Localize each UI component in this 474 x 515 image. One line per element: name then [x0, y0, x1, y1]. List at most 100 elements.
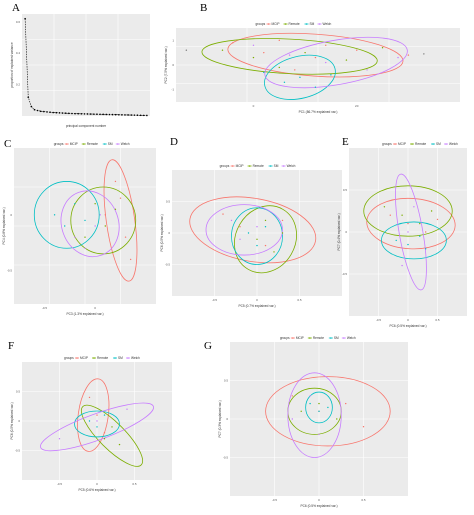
scree-point: [111, 113, 114, 116]
scree-point: [117, 113, 120, 116]
legend-key-point: [318, 23, 321, 25]
scree-point: [133, 114, 136, 116]
point-mcip: [291, 395, 293, 397]
point-welch: [256, 226, 258, 228]
y-tick-label: 0: [226, 417, 228, 421]
point-remote: [278, 66, 280, 69]
point-sm: [96, 426, 98, 428]
point-remote: [281, 232, 284, 234]
point-remote: [221, 49, 224, 51]
legend-label: MCIP: [296, 336, 304, 340]
point-welch: [99, 214, 101, 216]
x-axis-label: PC6 (0.5% explained var.): [300, 504, 337, 508]
y-tick-label: 0.5: [224, 379, 229, 383]
point-mcip: [119, 197, 122, 199]
panel-e: PC6 (0.5% explained var.) PC7 (0.4% expla…: [337, 142, 467, 328]
x-axis-label: PC6 (0.5% explained var.): [389, 324, 426, 328]
point-welch: [397, 56, 399, 59]
y-tick-label: -0.5: [15, 449, 21, 453]
scree-point: [58, 112, 61, 114]
panel-letter-b: B: [200, 2, 208, 14]
point-mcip: [104, 214, 106, 216]
point-sm: [299, 76, 301, 79]
point-mcip: [124, 236, 127, 238]
ellipse-mcip: [189, 196, 317, 264]
legend-label: Welch: [131, 356, 140, 360]
point-welch: [96, 420, 98, 422]
scree-point: [80, 113, 83, 115]
point-remote: [118, 443, 121, 446]
point-sm: [84, 219, 86, 222]
panel-c: PC3 (1.3% explained var.) PC4 (0.8% expla…: [2, 142, 156, 316]
point-mcip: [222, 213, 224, 215]
point-sm: [88, 420, 91, 422]
scree-point: [74, 112, 76, 115]
point-remote: [401, 214, 403, 216]
point-remote: [94, 203, 96, 205]
point-mcip: [436, 218, 439, 221]
point-sm: [425, 248, 427, 250]
point-sm: [407, 243, 409, 246]
x-axis-label: PC3 (1.3% explained var.): [66, 312, 103, 316]
point-sm: [419, 235, 421, 237]
point-mcip: [356, 49, 358, 51]
point-sm: [247, 232, 250, 234]
scree-point: [77, 112, 79, 115]
legend-key-point: [76, 357, 78, 359]
ellipse-welch: [395, 173, 427, 291]
scree-point: [33, 108, 36, 111]
scree-point: [43, 110, 45, 113]
point-remote: [256, 238, 258, 240]
scree-point: [68, 112, 70, 115]
scree-point: [142, 114, 145, 117]
legend-key-point: [93, 357, 95, 359]
point-welch: [413, 206, 415, 208]
x-axis-label: PC5 (0.7% explained var.): [238, 304, 275, 308]
legend: groups MCIP Remote SM Welch: [64, 356, 140, 360]
legend-key-point: [231, 165, 234, 167]
outlier-point: [423, 53, 425, 55]
legend-label: SM: [118, 356, 123, 360]
point-mcip: [325, 44, 327, 46]
scree-point: [96, 113, 98, 115]
y-axis-label: PC6 (0.5% explained var.): [160, 214, 164, 251]
ellipse-mcip: [77, 378, 110, 452]
point-mcip: [294, 69, 296, 71]
scree-point: [52, 111, 55, 114]
y-tick-label: -0.5: [342, 272, 348, 276]
legend-key-point: [282, 165, 285, 167]
point-mcip: [314, 56, 317, 59]
panel-a: principal component number proportion of …: [10, 14, 150, 128]
legend-key-point: [116, 143, 119, 145]
outlier-point: [185, 49, 188, 51]
y-tick-label: 0: [168, 231, 170, 235]
y-axis-label: PC7 (0.3% explained var.): [218, 400, 222, 437]
point-mcip: [389, 214, 391, 216]
panel-g: PC6 (0.5% explained var.) PC7 (0.3% expla…: [218, 336, 408, 508]
point-welch: [58, 438, 61, 440]
legend-label: Welch: [449, 142, 458, 146]
panel-letter-g: G: [204, 340, 212, 352]
scree-point: [130, 114, 133, 116]
y-tick-label: 0: [10, 213, 12, 217]
scree-point: [46, 111, 48, 113]
point-mcip: [232, 42, 234, 44]
legend-label: Welch: [347, 336, 356, 340]
point-remote: [318, 402, 320, 405]
point-welch: [252, 44, 255, 46]
x-tick-label: 0: [318, 498, 320, 502]
ellipse-welch: [287, 372, 342, 458]
panel-f: PC5 (0.6% explained var.) PC6 (0.5% expla…: [10, 356, 172, 492]
legend-title: groups: [256, 22, 266, 26]
point-sm: [74, 203, 76, 205]
ellipse-mcip: [265, 376, 391, 447]
scree-point: [136, 114, 139, 117]
point-sm: [264, 226, 267, 228]
y-tick-label: -0.5: [165, 263, 171, 267]
ellipse-sm: [74, 410, 120, 438]
legend-key-point: [114, 357, 116, 359]
y-axis-label: PC4 (0.8% explained var.): [2, 207, 6, 244]
scree-point: [30, 105, 33, 108]
point-mcip: [96, 414, 98, 416]
